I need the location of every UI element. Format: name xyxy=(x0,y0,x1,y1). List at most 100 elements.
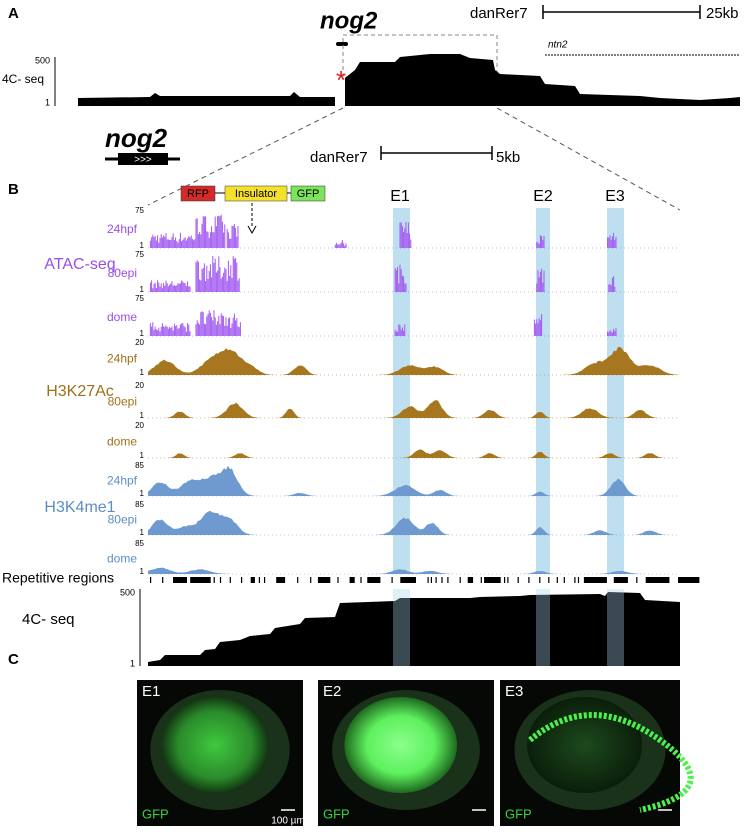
track-max: 85 xyxy=(135,539,144,548)
track-min: 1 xyxy=(140,528,145,537)
repeat xyxy=(467,577,474,583)
track-stage: dome xyxy=(107,434,137,448)
repeat xyxy=(264,577,266,583)
scale-bar xyxy=(542,5,701,19)
enhancer-band xyxy=(393,589,410,666)
neural-tube xyxy=(528,712,694,813)
track-stage: dome xyxy=(107,551,137,565)
gene-model-name: nog2 xyxy=(105,123,168,153)
repeat xyxy=(317,577,331,583)
track-max: 20 xyxy=(135,421,144,430)
repeat xyxy=(480,577,482,583)
c4-label: 4C- seq xyxy=(22,611,75,628)
track-stage: 24hpf xyxy=(107,473,138,487)
track-group-label: H3K27Ac xyxy=(46,383,114,400)
repeat xyxy=(441,577,443,583)
repeat xyxy=(250,577,255,583)
repeat xyxy=(427,577,429,583)
track-signal xyxy=(148,346,680,375)
track-min: 1 xyxy=(140,329,145,338)
repeat xyxy=(507,577,509,583)
repeat xyxy=(645,577,670,583)
image-title: E1 xyxy=(142,683,160,700)
gene-model-exon xyxy=(118,153,168,165)
panel-label: B xyxy=(8,181,19,198)
yolk xyxy=(344,697,458,793)
panel-label: A xyxy=(8,5,19,22)
image-title: E3 xyxy=(505,683,523,700)
repeat xyxy=(678,577,700,583)
track-stage: 24hpf xyxy=(107,351,138,365)
repeat xyxy=(219,577,222,583)
viewpoint-asterisk: * xyxy=(336,65,346,95)
yolk xyxy=(161,697,269,793)
track-signal xyxy=(148,510,680,535)
repeat xyxy=(367,577,381,583)
track-stage: 80epi xyxy=(108,512,137,526)
repeat xyxy=(258,577,260,583)
repeat xyxy=(435,577,437,583)
track-group-label: H3K4me1 xyxy=(44,499,115,516)
repeat xyxy=(504,577,506,583)
repeat xyxy=(310,577,312,583)
repeat xyxy=(517,577,519,583)
repeat xyxy=(229,577,231,583)
construct xyxy=(180,185,326,235)
image-channel: GFP xyxy=(505,806,532,821)
image-title: E2 xyxy=(323,683,341,700)
yolk xyxy=(527,697,643,793)
track-min: 1 xyxy=(140,368,145,377)
track-stage: 80epi xyxy=(108,394,137,408)
signal-4c xyxy=(148,592,680,666)
repeats-label: Repetitive regions xyxy=(2,570,114,586)
repeat xyxy=(430,577,432,583)
track-signal xyxy=(148,465,680,496)
repeat xyxy=(548,577,550,583)
track-signal xyxy=(148,400,680,418)
track-min: 1 xyxy=(140,567,145,576)
image-channel: GFP xyxy=(323,806,350,821)
strand-arrows: >>> xyxy=(134,155,152,166)
enhancer-label: E1 xyxy=(390,188,410,205)
repeat xyxy=(613,577,628,583)
image-channel: GFP xyxy=(142,806,169,821)
repeat xyxy=(173,577,187,583)
repeat xyxy=(150,577,152,583)
repeat xyxy=(447,577,449,583)
gene-name: nog2 xyxy=(320,7,378,34)
track-min: 1 xyxy=(140,451,145,460)
enhancer-band xyxy=(536,208,550,574)
repeat xyxy=(276,577,286,583)
track-min: 1 xyxy=(140,489,145,498)
signal-4c xyxy=(78,54,740,106)
scale-length: 5kb xyxy=(496,149,520,166)
enhancer-label: E2 xyxy=(533,188,553,205)
repeat xyxy=(190,577,211,583)
track-signal xyxy=(149,256,616,292)
repeat xyxy=(162,577,164,583)
construct-part: Insulator xyxy=(235,188,278,200)
repeat xyxy=(574,577,576,583)
enhancer-band xyxy=(607,589,624,666)
c4-max: 500 xyxy=(120,587,135,597)
repeat xyxy=(297,577,299,583)
construct-part: RFP xyxy=(187,188,209,200)
track-max: 75 xyxy=(135,206,144,215)
c4-min: 1 xyxy=(130,658,135,668)
scale-length: 25kb xyxy=(706,5,739,22)
track-stage: 24hpf xyxy=(107,222,138,236)
zoom-lines xyxy=(147,107,681,211)
scale-bar xyxy=(380,146,493,160)
enhancer-band xyxy=(607,208,624,574)
track-stage: dome xyxy=(107,310,137,324)
repeat xyxy=(583,577,607,583)
repeat xyxy=(213,577,215,583)
panel-label: C xyxy=(8,651,19,668)
repeat xyxy=(360,577,362,583)
repeat xyxy=(484,577,501,583)
scale-min: 1 xyxy=(45,97,50,107)
construct-part: GFP xyxy=(297,188,320,200)
repeat xyxy=(539,577,541,583)
track-max: 75 xyxy=(135,294,144,303)
repeat xyxy=(349,577,355,583)
